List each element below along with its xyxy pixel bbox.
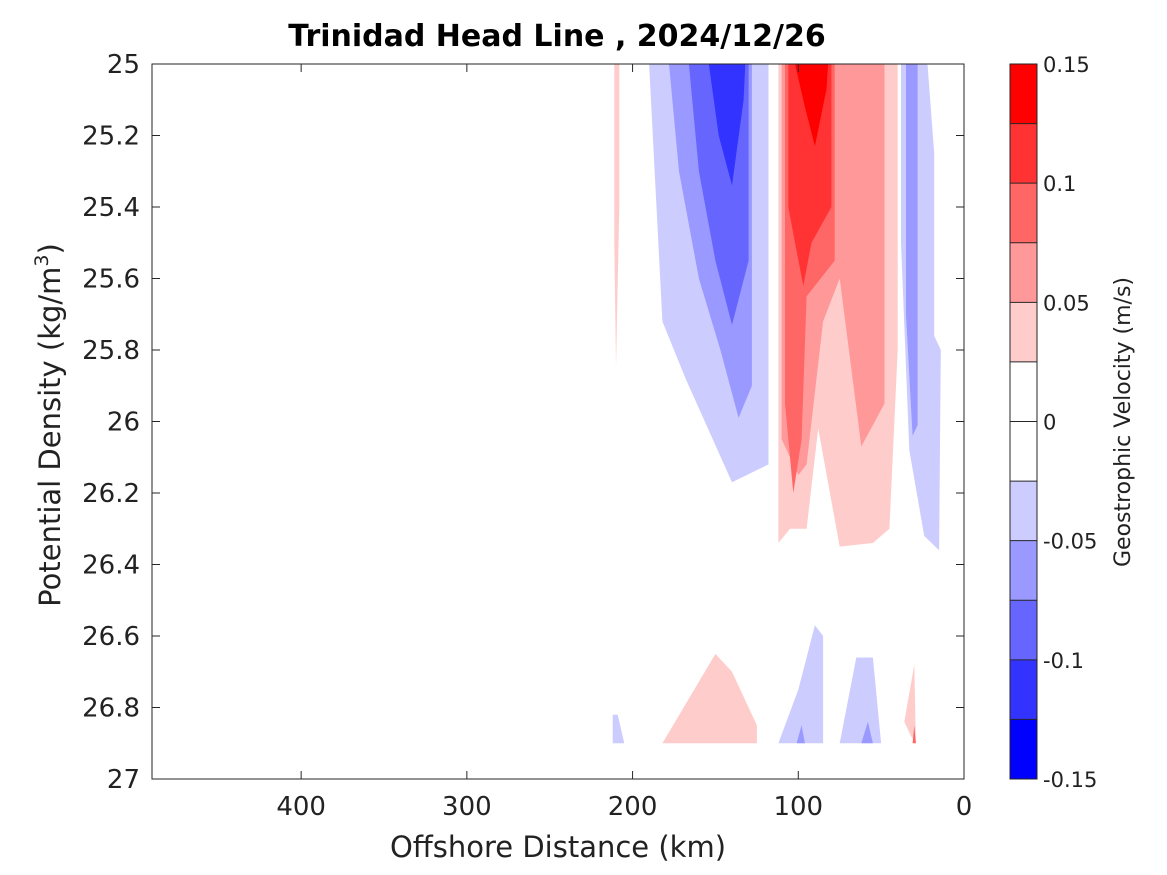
contour-region-15 [796,725,805,744]
x-tick-label: 200 [608,792,658,822]
x-axis-label: Offshore Distance (km) [390,830,726,864]
colorbar-frame [1009,63,1038,780]
contour-region-3 [708,64,746,186]
y-tick-label: 25.6 [82,265,140,295]
y-tick-label: 26.8 [82,694,140,724]
contour-region-19 [912,725,916,744]
x-tick-label: 300 [442,792,492,822]
colorbar-segment [1010,123,1037,184]
colorbar-segment [1010,719,1037,779]
y-tick-label: 26.2 [82,479,140,509]
contour-region-17 [861,721,873,744]
x-axis: 400 300 200 100 0 [276,64,972,822]
colorbar-tick-label: 0 [1043,411,1056,435]
y-axis-label: Potential Density (kg/m3) [31,243,67,607]
colorbar-segment [1010,183,1037,243]
contour-region-13 [662,653,757,744]
colorbar-segment [1010,659,1037,720]
colorbar-segment [1010,481,1037,541]
contour-region-12 [612,714,625,744]
y-axis: 25 25.2 25.4 25.6 25.8 26 26.2 26.4 26.6 26.8 27 [82,50,964,795]
colorbar-tick-label: -0.05 [1043,530,1097,554]
colorbar-ticks: 0.15 0.1 0.05 0 -0.05 -0.1 -0.15 [1043,53,1097,792]
colorbar-segment [1010,64,1037,124]
colorbar-segment [1010,540,1037,601]
colorbar-segment [1010,242,1037,303]
y-tick-label: 26 [107,408,140,438]
x-tick-label: 400 [276,792,326,822]
x-tick-label: 0 [956,792,973,822]
y-tick-label: 25.8 [82,336,140,366]
colorbar-tick-label: 0.1 [1043,172,1076,196]
colorbar-label: Geostrophic Velocity (m/s) [1111,277,1136,567]
colorbar-tick-label: -0.1 [1043,649,1084,673]
y-axis-label-close: ) [33,243,67,254]
colorbar-segment [1010,302,1037,362]
contour-fills [612,64,941,744]
contour-region-10 [795,64,829,147]
colorbar [1009,63,1038,780]
colorbar-tick-label: 0.15 [1043,53,1090,77]
contour-region-5 [906,64,918,436]
y-tick-label: 27 [107,765,140,795]
contour-region-18 [904,664,916,744]
colorbar-segment [1010,361,1037,422]
contour-region-14 [778,625,824,744]
contour-region-11 [614,64,620,368]
x-tick-label: 100 [773,792,823,822]
y-tick-label: 25.2 [82,122,140,152]
y-tick-label: 26.4 [82,551,140,581]
contour-region-9 [788,64,832,286]
colorbar-tick-label: 0.05 [1043,291,1090,315]
colorbar-segment [1010,421,1037,482]
contour-region-16 [839,657,882,744]
y-tick-label: 25.4 [82,193,140,223]
y-tick-label: 25 [107,50,140,80]
colorbar-segment [1010,600,1037,660]
colorbar-tick-label: -0.15 [1043,768,1097,792]
y-axis-label-superscript: 3 [31,254,53,266]
y-axis-label-main: Potential Density (kg/m [33,267,67,607]
chart-title: Trinidad Head Line , 2024/12/26 [288,19,825,54]
y-tick-label: 26.6 [82,622,140,652]
